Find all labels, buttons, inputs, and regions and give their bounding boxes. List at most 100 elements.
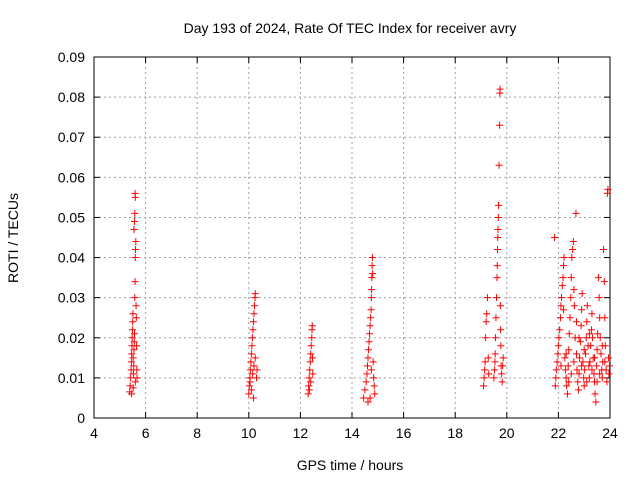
data-point [569, 246, 577, 254]
data-point [367, 294, 375, 302]
data-point [366, 322, 374, 330]
data-point [131, 278, 139, 286]
data-point [369, 270, 377, 278]
data-point [133, 374, 141, 382]
data-point [491, 350, 499, 358]
data-point [247, 386, 255, 394]
data-point [557, 302, 565, 310]
data-point [368, 286, 376, 294]
y-tick-labels: 0 0.01 0.02 0.03 0.04 0.05 0.06 0.07 0.08 0.09 [58, 49, 85, 426]
data-point [305, 374, 313, 382]
data-point [566, 314, 574, 322]
data-point [568, 254, 576, 262]
data-point [494, 225, 502, 233]
data-point [593, 346, 601, 354]
data-point [365, 346, 373, 354]
data-point [555, 334, 563, 342]
data-point [127, 358, 135, 366]
data-point [480, 382, 488, 390]
data-point [309, 354, 317, 362]
data-point [308, 322, 316, 330]
data-point [496, 121, 504, 129]
x-tick-label: 20 [499, 425, 515, 441]
data-point [600, 246, 608, 254]
data-point [370, 382, 378, 390]
data-point [565, 378, 573, 386]
data-point [574, 378, 582, 386]
chart-title: Day 193 of 2024, Rate Of TEC Index for r… [184, 20, 517, 36]
data-point [565, 346, 573, 354]
data-point [246, 366, 254, 374]
y-tick-label: 0.06 [58, 169, 85, 185]
x-tick-label: 18 [447, 425, 463, 441]
data-point [307, 378, 315, 386]
data-point [562, 374, 570, 382]
data-point [307, 342, 315, 350]
data-point [604, 185, 612, 193]
data-point [132, 246, 140, 254]
data-point [484, 354, 492, 362]
data-point [308, 334, 316, 342]
data-point [552, 374, 560, 382]
data-point [560, 254, 568, 262]
data-point [604, 354, 612, 362]
data-point [586, 358, 594, 366]
data-point [362, 378, 370, 386]
data-point [567, 274, 575, 282]
data-point [592, 398, 600, 406]
data-point [249, 394, 257, 402]
y-tick-label: 0.05 [58, 209, 85, 225]
data-point [581, 350, 589, 358]
data-point [551, 234, 559, 241]
data-point [578, 362, 586, 370]
data-point [594, 330, 602, 338]
data-point [131, 217, 139, 225]
data-point [304, 390, 312, 398]
data-point [572, 209, 580, 217]
data-point [601, 358, 609, 366]
grid-lines [94, 57, 610, 418]
y-tick-label: 0.04 [58, 250, 85, 266]
data-point [130, 362, 138, 370]
data-point [245, 390, 253, 398]
data-point [603, 378, 611, 386]
data-point [367, 314, 375, 322]
data-point [371, 390, 379, 398]
data-point [367, 306, 375, 314]
data-point [559, 274, 567, 282]
data-point [570, 358, 578, 366]
data-point [499, 354, 507, 362]
data-point [595, 294, 603, 302]
data-point [483, 310, 491, 318]
data-point [575, 334, 583, 342]
data-point [587, 342, 595, 350]
x-tick-label: 22 [551, 425, 567, 441]
y-tick-label: 0.08 [58, 89, 85, 105]
y-tick-label: 0.01 [58, 370, 85, 386]
data-point [305, 386, 313, 394]
data-point [251, 290, 259, 298]
data-point [361, 386, 369, 394]
data-point [309, 370, 317, 378]
data-point [578, 290, 586, 298]
data-point [247, 358, 255, 366]
data-point [248, 342, 256, 350]
x-tick-label: 10 [241, 425, 257, 441]
data-point [130, 225, 138, 233]
x-tick-labels: 4 6 8 10 12 14 16 18 20 22 24 [90, 425, 618, 441]
x-tick-label: 8 [193, 425, 201, 441]
data-point [497, 326, 505, 334]
data-point [129, 384, 137, 392]
data-point [561, 354, 569, 362]
data-point [594, 274, 602, 282]
data-point [588, 366, 596, 374]
data-point [129, 370, 137, 378]
data-point [598, 342, 606, 350]
data-point [482, 318, 490, 326]
data-point [596, 334, 604, 342]
data-point [493, 274, 501, 282]
data-point [596, 370, 604, 378]
data-point [496, 302, 504, 310]
data-point [593, 378, 601, 386]
